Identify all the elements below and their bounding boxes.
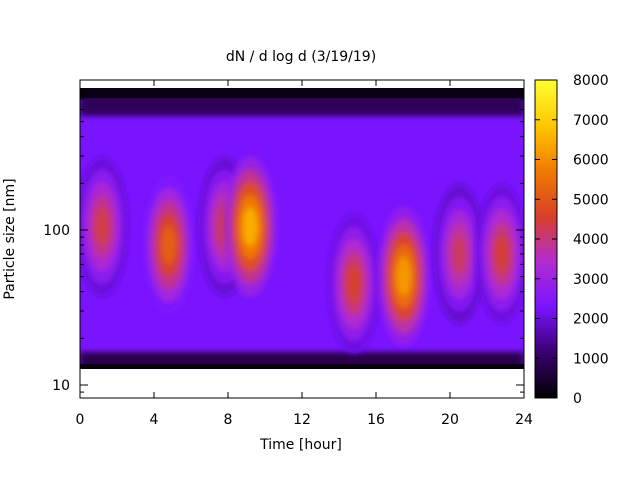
heatmap-peak-layer: [451, 234, 467, 274]
heatmap-peak: [327, 213, 380, 354]
heatmap-peak-layer: [242, 207, 258, 247]
colorbar-tick-label: 6000: [573, 153, 609, 169]
x-tick-label: 12: [293, 412, 311, 428]
missing-data-strip: [80, 369, 524, 376]
colorbar-tick-label: 7000: [573, 113, 609, 129]
chart-title: dN / d log d (3/19/19): [226, 49, 376, 65]
colorbar-tick-label: 0: [573, 391, 582, 407]
x-tick-label: 16: [367, 412, 385, 428]
heatmap-peak: [224, 156, 277, 297]
y-axis-label: Particle size [nm]: [2, 178, 18, 299]
heatmap-peak: [142, 175, 195, 316]
colorbar-tick-label: 1000: [573, 351, 609, 367]
heatmap-peak-layer: [161, 225, 177, 265]
heatmap-peak: [433, 184, 486, 325]
x-tick-label: 4: [150, 412, 159, 428]
x-axis: 0 4 8 12 16 20 24: [76, 80, 533, 428]
colorbar-tick-label: 2000: [573, 312, 609, 328]
heatmap-peak-layer: [346, 264, 362, 304]
colorbar: 0 1000 2000 3000 4000 5000 6000 7000 8000: [534, 73, 609, 407]
x-tick-label: 0: [76, 412, 85, 428]
x-tick-label: 24: [515, 412, 533, 428]
plot-area: [80, 88, 524, 376]
y-tick-label: 10: [52, 378, 70, 394]
y-tick-label: 100: [43, 223, 70, 239]
heatmap-peak-layer: [494, 234, 510, 274]
heatmap-peak-layer: [396, 257, 412, 297]
heatmap-peak: [377, 206, 430, 347]
heatmap-peak: [80, 156, 129, 297]
colorbar-tick-label: 4000: [573, 232, 609, 248]
x-tick-label: 8: [224, 412, 233, 428]
x-tick-label: 20: [441, 412, 459, 428]
x-axis-label: Time [hour]: [259, 437, 342, 453]
colorbar-tick-label: 5000: [573, 192, 609, 208]
heatmap-peak-layer: [94, 207, 110, 247]
heatmap-peak: [475, 184, 524, 324]
heatmap-top-edge: [80, 88, 524, 98]
colorbar-tick-label: 8000: [573, 73, 609, 89]
colorbar-tick-label: 3000: [573, 272, 609, 288]
y-axis: 10 100: [43, 89, 524, 394]
